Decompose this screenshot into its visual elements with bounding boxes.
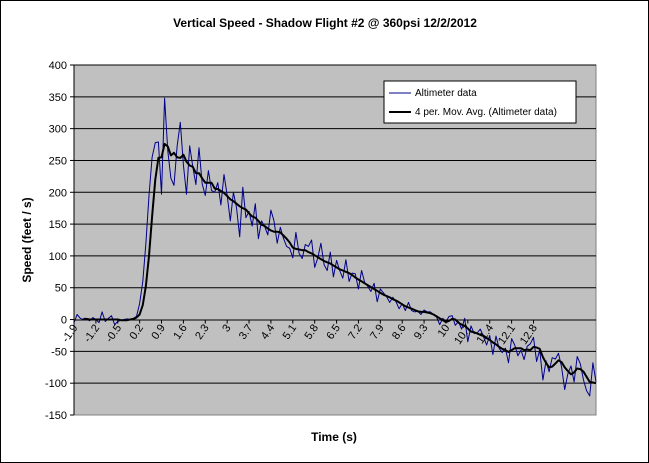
y-tick-label: -150	[45, 410, 67, 422]
y-tick-label: 150	[49, 219, 67, 231]
y-tick-label: 350	[49, 92, 67, 104]
series-lines	[73, 97, 597, 397]
x-axis-title: Time (s)	[311, 430, 357, 444]
y-axis-title: Speed (feet / s)	[20, 197, 34, 282]
x-tick-label: 10	[436, 322, 453, 339]
legend: Altimeter data 4 per. Mov. Avg. (Altimet…	[383, 80, 577, 124]
chart-title: Vertical Speed - Shadow Flight #2 @ 360p…	[173, 16, 477, 30]
y-tick-label: 200	[49, 187, 67, 199]
y-tick-label: 100	[49, 251, 67, 263]
x-tick-label: 3	[220, 322, 233, 334]
y-tick-label: 400	[49, 60, 67, 72]
y-tick-label: 300	[49, 124, 67, 136]
legend-label-moving-average: 4 per. Mov. Avg. (Altimeter data)	[415, 107, 557, 118]
series-line-altimeter	[73, 97, 597, 397]
legend-box	[383, 80, 577, 124]
y-tick-label: 250	[49, 155, 67, 167]
y-tick-label: 50	[55, 283, 67, 295]
gridlines	[74, 64, 596, 384]
axes	[73, 65, 596, 415]
y-tick-labels: 400 350 300 250 200 150 100 50 0 -50 -100 -150	[45, 60, 74, 422]
legend-label-altimeter: Altimeter data	[415, 88, 477, 99]
y-tick-label: -50	[51, 346, 67, 358]
y-tick-label: 0	[61, 315, 67, 327]
y-tick-label: -100	[45, 378, 67, 390]
series-line-moving-average	[83, 142, 597, 385]
